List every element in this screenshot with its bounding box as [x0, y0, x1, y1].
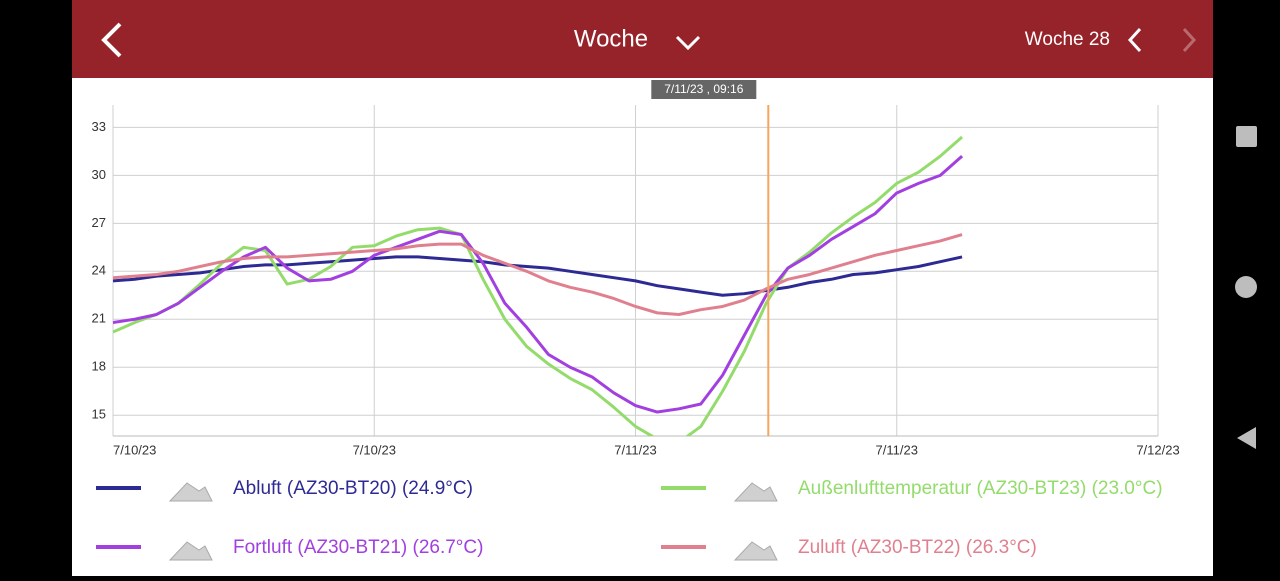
y-tick-label: 30: [92, 167, 106, 182]
series-line: [113, 155, 964, 414]
legend-label: Außenlufttemperatur (AZ30-BT23) (23.0°C): [798, 478, 1163, 499]
dropdown-arrow[interactable]: [675, 35, 701, 51]
nav-home[interactable]: [1235, 276, 1257, 298]
back-button[interactable]: [101, 22, 122, 58]
nav-recents[interactable]: [1236, 126, 1257, 147]
cursor-tooltip: [651, 80, 757, 99]
y-tick-label: 24: [92, 263, 106, 278]
y-tick-label: 18: [92, 359, 106, 374]
next-button[interactable]: [1182, 27, 1197, 53]
series-line: [113, 233, 963, 316]
legend-visibility-icon: [168, 541, 213, 561]
y-tick-label: 15: [92, 407, 106, 422]
legend-label: Abluft (AZ30-BT20) (24.9°C): [233, 478, 473, 499]
legend-label: Zuluft (AZ30-BT22) (26.3°C): [798, 537, 1037, 558]
cursor-tooltip-label: 7/11/23 , 09:16: [664, 82, 744, 96]
y-tick-label: 27: [92, 215, 106, 230]
app-bar: [72, 0, 1213, 78]
y-tick-label: 33: [92, 119, 106, 134]
title[interactable]: Woche: [574, 25, 648, 52]
app-background: [72, 0, 1213, 576]
y-tick-label: 21: [92, 311, 106, 326]
previous-button[interactable]: [1127, 27, 1142, 53]
x-tick-label: 7/10/23: [113, 442, 156, 457]
series-line: [113, 255, 963, 297]
series-line: [113, 135, 964, 436]
x-tick-label: 7/11/23: [876, 442, 918, 457]
nav-back[interactable]: [1237, 427, 1256, 449]
x-tick-label: 7/10/23: [353, 442, 396, 457]
legend-visibility-icon: [733, 541, 778, 561]
legend-visibility-icon: [168, 482, 213, 502]
legend-visibility-icon: [733, 482, 778, 502]
plot-lines: [113, 135, 964, 436]
period-label: Woche 28: [1025, 29, 1110, 50]
x-tick-label: 7/12/23: [1136, 442, 1179, 457]
legend-label: Fortluft (AZ30-BT21) (26.7°C): [233, 537, 483, 558]
x-tick-label: 7/11/23: [614, 442, 656, 457]
